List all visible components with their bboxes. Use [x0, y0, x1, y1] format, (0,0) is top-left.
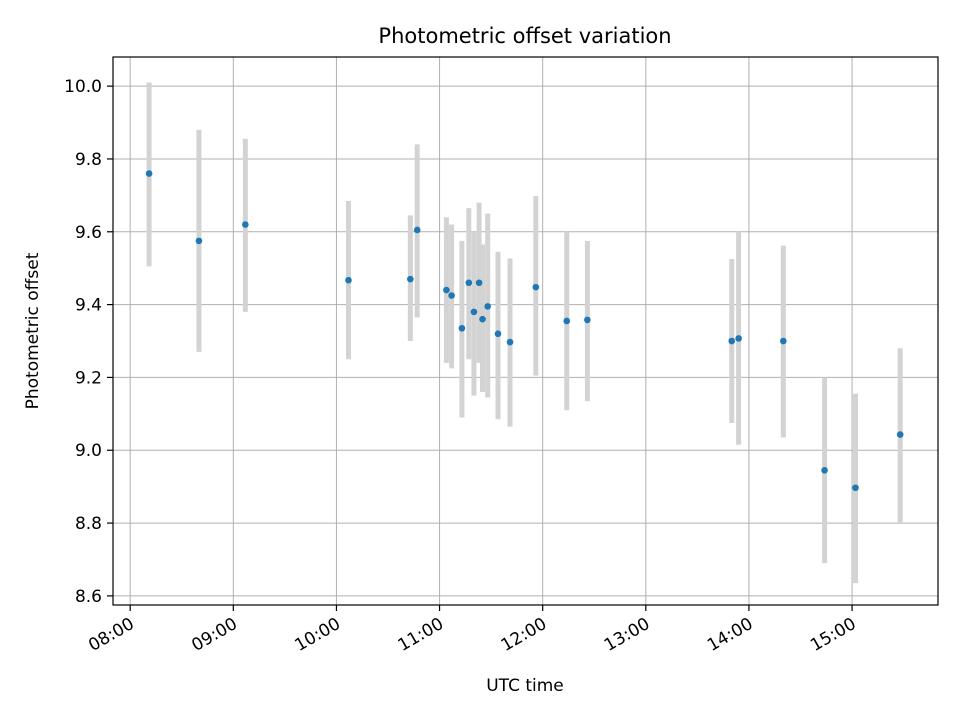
data-point — [852, 484, 859, 492]
data-point — [584, 316, 591, 324]
y-tick-label: 9.4 — [75, 296, 102, 316]
data-point — [735, 335, 742, 342]
y-tick-label: 9.0 — [75, 441, 102, 461]
data-point — [532, 283, 540, 291]
grid-lines — [113, 57, 938, 605]
data-point — [475, 279, 483, 287]
y-tick-label: 8.6 — [75, 587, 102, 607]
data-point — [484, 303, 491, 310]
y-tick-label: 10.0 — [64, 77, 102, 97]
data-point — [443, 286, 450, 294]
data-point — [458, 324, 466, 332]
y-axis-label: Photometric offset — [23, 252, 43, 409]
data-point — [242, 221, 249, 228]
data-point — [563, 317, 571, 325]
data-point — [195, 237, 203, 245]
data-point — [413, 226, 421, 234]
chart-title: Photometric offset variation — [378, 24, 671, 48]
data-point — [145, 170, 153, 177]
data-point — [821, 466, 828, 474]
plot-area-frame — [112, 56, 939, 606]
data-point — [479, 315, 486, 323]
data-point — [448, 292, 455, 299]
data-point — [896, 431, 904, 438]
y-axis-ticks: 8.6 8.8 9.0 9.2 9.4 9.6 9.8 10.0 — [64, 77, 113, 607]
data-point — [780, 337, 787, 345]
x-axis-label: UTC time — [486, 676, 564, 696]
data-point — [345, 276, 352, 284]
y-tick-label: 9.8 — [75, 150, 102, 170]
data-point — [728, 337, 736, 345]
data-point — [465, 279, 473, 287]
data-points — [145, 170, 904, 492]
data-point — [506, 338, 514, 346]
y-tick-label: 8.8 — [75, 514, 102, 534]
y-tick-label: 9.2 — [75, 368, 102, 388]
data-point — [407, 275, 414, 283]
data-point — [494, 330, 502, 338]
y-tick-label: 9.6 — [75, 223, 102, 243]
data-point — [470, 308, 478, 316]
